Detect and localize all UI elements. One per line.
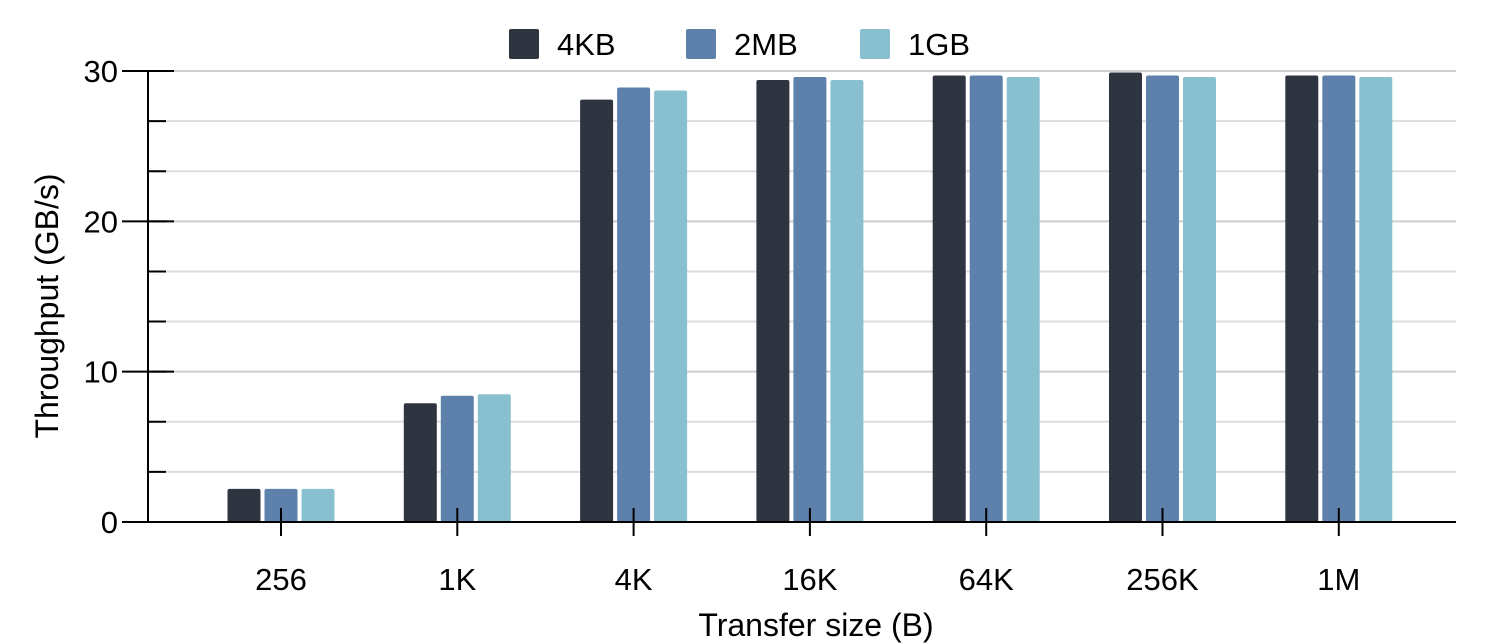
bar-1GB-1K — [477, 394, 511, 522]
y-axis-ticks: 0 10 20 30 — [84, 54, 174, 540]
y-tick-label: 0 — [101, 505, 118, 540]
bar-2MB-64K — [969, 75, 1003, 522]
y-axis-label: Throughput (GB/s) — [29, 174, 65, 439]
legend-label-1GB: 1GB — [908, 27, 970, 62]
bar-2MB-256 — [264, 488, 298, 522]
bar-2MB-256K — [1146, 75, 1179, 522]
bar-2MB-4K — [617, 87, 651, 522]
x-tick-label: 256K — [1126, 562, 1199, 597]
legend-label-2MB: 2MB — [734, 27, 798, 62]
bar-1GB-64K — [1006, 77, 1040, 522]
x-tick-label: 256 — [255, 562, 307, 597]
x-tick-label: 4K — [615, 562, 653, 597]
bar-1GB-4K — [654, 90, 688, 522]
bar-2MB-1K — [440, 395, 474, 522]
bar-4KB-64K — [932, 75, 966, 522]
x-tick-label: 1K — [438, 562, 476, 597]
bar-4KB-4K — [580, 99, 614, 523]
bar-2MB-1M — [1322, 75, 1356, 522]
y-tick-label: 10 — [84, 355, 118, 390]
bar-1GB-1M — [1359, 77, 1393, 522]
legend: 4KB 2MB 1GB — [509, 27, 970, 62]
bar-1GB-256K — [1183, 77, 1216, 522]
x-tick-label: 16K — [782, 562, 837, 597]
bar-4KB-256 — [227, 488, 261, 522]
bars — [227, 72, 1393, 523]
bar-4KB-256K — [1109, 72, 1142, 523]
bar-4KB-16K — [756, 80, 790, 523]
y-tick-label: 20 — [84, 204, 118, 239]
x-axis-ticks: 256 1K 4K 16K 64K 256K 1M — [255, 508, 1360, 597]
legend-swatch-4KB — [509, 29, 539, 59]
legend-swatch-2MB — [686, 29, 716, 59]
x-tick-label: 64K — [959, 562, 1014, 597]
x-axis-label: Transfer size (B) — [698, 607, 933, 643]
bar-4KB-1M — [1285, 75, 1319, 522]
x-tick-label: 1M — [1317, 562, 1360, 597]
bar-2MB-16K — [793, 77, 827, 522]
y-tick-label: 30 — [84, 54, 118, 89]
bar-1GB-256 — [301, 488, 335, 522]
legend-label-4KB: 4KB — [557, 27, 616, 62]
axes — [147, 71, 1456, 523]
bar-1GB-16K — [830, 80, 864, 523]
legend-swatch-1GB — [860, 29, 890, 59]
bar-4KB-1K — [403, 403, 437, 522]
